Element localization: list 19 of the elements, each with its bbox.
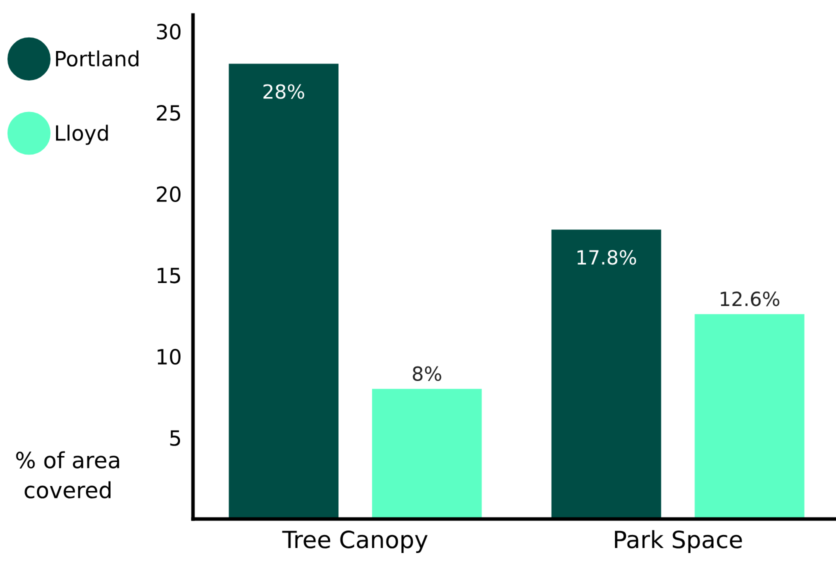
y-tick-label: 30 bbox=[156, 24, 181, 40]
x-tick-label: Tree Canopy bbox=[282, 530, 428, 553]
y-tick-label: 20 bbox=[156, 186, 181, 202]
x-tick-label: Park Space bbox=[614, 530, 742, 553]
bar bbox=[228, 64, 339, 519]
data-label: 17.8% bbox=[578, 250, 636, 265]
legend-label: Lloyd bbox=[56, 124, 108, 145]
y-tick-label: 25 bbox=[156, 105, 180, 121]
legend-label: Portland bbox=[56, 50, 138, 67]
data-label: 28% bbox=[263, 84, 304, 99]
bar bbox=[694, 314, 804, 519]
y-axis-title: % of area covered bbox=[16, 451, 120, 498]
data-label: 12.6% bbox=[720, 292, 780, 306]
y-tick-label: 5 bbox=[170, 430, 180, 446]
bar bbox=[551, 230, 662, 519]
y-tick-label: 15 bbox=[158, 268, 180, 284]
bar bbox=[372, 388, 482, 519]
data-label: 8% bbox=[412, 366, 442, 381]
y-tick-label: 10 bbox=[158, 348, 181, 365]
